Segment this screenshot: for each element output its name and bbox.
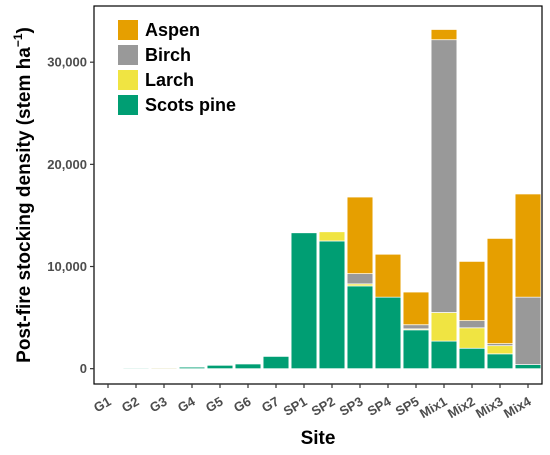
bar-Mix1-birch [430,39,458,313]
plot-frame [93,5,543,385]
legend-label-birch: Birch [145,45,191,65]
bar-Mix3-larch [486,345,514,355]
bar-SP2-larch [318,231,346,242]
bar-SP1-scots-pine [290,232,318,370]
bar-Mix1-larch [430,312,458,342]
legend-label-aspen: Aspen [145,20,200,40]
x-axis-title: Site [301,428,336,449]
bar-SP4-scots-pine [374,296,402,370]
bar-Mix2-larch [458,327,486,349]
x-tick-label: G7 [259,394,282,416]
x-tick-label: G1 [91,394,114,416]
bar-SP3-birch [346,273,374,285]
y-tick-label: 10,000 [47,259,87,274]
bar-SP5-scots-pine [402,329,430,370]
bar-G5-scots-pine [206,364,234,370]
bar-G4-scots-pine [178,366,206,370]
bar-G6-scots-pine [234,363,262,370]
x-tick-label: SP3 [337,394,366,419]
x-tick-label: SP2 [309,394,338,419]
x-axis: G1 G2 G3 G4 G5 G6 G7 SP1 SP2 SP3 SP4 SP5Mix1Mix2Mix… [91,384,534,421]
bar-Mix4-birch [514,296,542,365]
bars-layer [122,29,542,370]
legend-label-larch: Larch [145,70,194,90]
y-axis: 0 10,000 20,000 30,000 [47,55,94,376]
y-axis-title-superscript: −1 [11,33,25,47]
legend-swatch-aspen [118,20,138,40]
x-tick-label: G4 [175,393,198,415]
y-axis-title-main: Post-fire stocking density (stem ha [14,47,35,363]
bar-SP5-aspen [402,291,430,326]
bar-Mix3-scots-pine [486,353,514,370]
y-axis-title-close: ) [14,27,35,33]
bar-SP3-scots-pine [346,285,374,370]
legend-swatch-scots-pine [118,95,138,115]
bar-G3-aspen [150,367,178,369]
bar-SP5-birch [402,324,430,330]
legend-label-scots-pine: Scots pine [145,95,236,115]
x-tick-label: G3 [147,394,170,416]
bar-Mix2-birch [458,320,486,329]
bar-SP2-scots-pine [318,240,346,370]
bar-SP4-aspen [374,253,402,298]
x-tick-label: G2 [119,394,142,416]
bar-G2-scots-pine [122,367,150,370]
bar-Mix2-aspen [458,261,486,322]
x-tick-label: SP4 [365,393,394,419]
legend-swatch-birch [118,45,138,65]
legend: Aspen Birch Larch Scots pine [118,20,236,115]
y-axis-title: Post-fire stocking density (stem ha−1) [11,27,35,363]
bar-SP3-aspen [346,196,374,275]
bar-Mix2-scots-pine [458,347,486,370]
bar-Mix3-aspen [486,238,514,345]
x-tick-label: SP5 [393,394,422,419]
bar-Mix4-aspen [514,193,542,298]
x-tick-label: G6 [231,394,254,416]
x-tick-label: G5 [203,394,226,416]
x-tick-label: SP1 [281,394,310,419]
bar-Mix1-aspen [430,29,458,41]
y-tick-label: 30,000 [47,55,87,70]
y-tick-label: 20,000 [47,157,87,172]
bar-Mix4-scots-pine [514,364,542,370]
y-tick-label: 0 [80,361,87,376]
bar-Mix1-scots-pine [430,340,458,370]
x-tick-label: Mix4 [501,393,534,421]
bar-G7-scots-pine [262,356,290,370]
legend-swatch-larch [118,70,138,90]
